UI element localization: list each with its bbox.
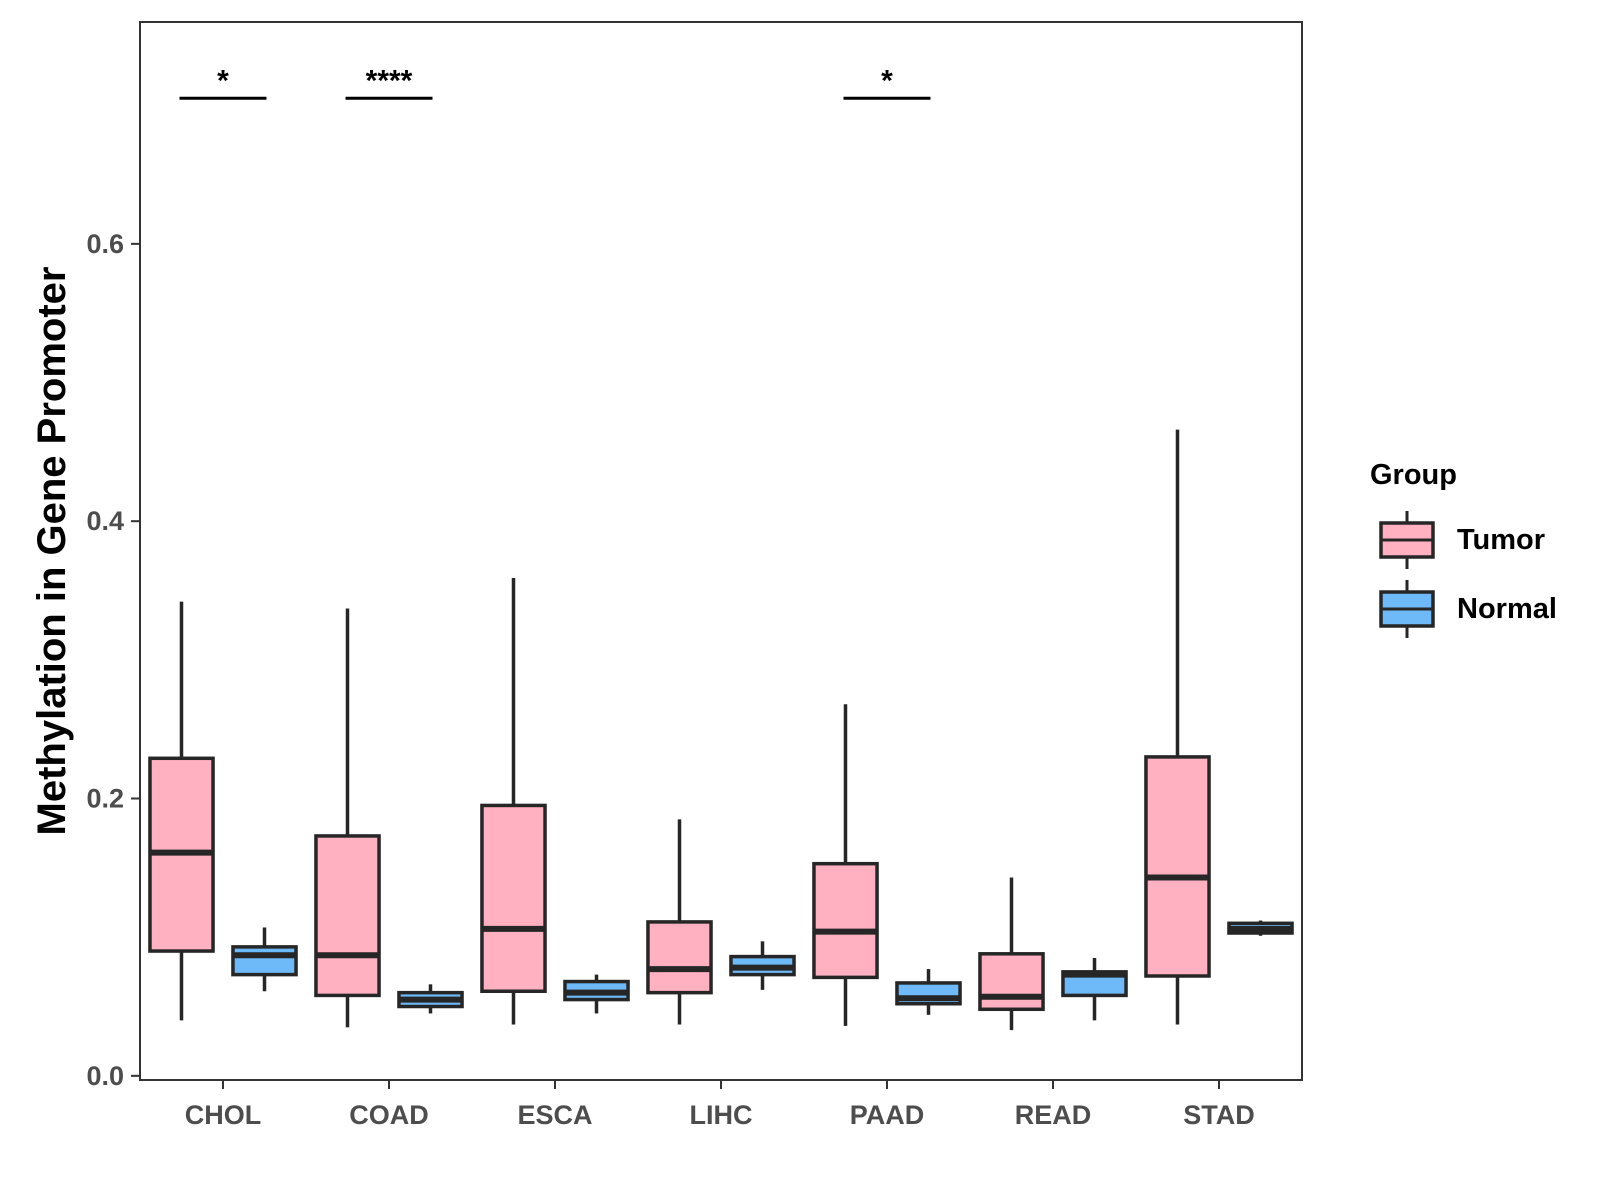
box-tumor-esca (480, 578, 547, 1025)
box-normal-lihc (729, 941, 796, 990)
significance-label: * (881, 64, 893, 97)
box-normal-paad (895, 969, 962, 1015)
significance-chol: * (179, 64, 267, 100)
y-tick-label: 0.6 (86, 229, 124, 259)
y-axis-title: Methylation in Gene Promoter (30, 267, 74, 836)
iqr-box (231, 945, 298, 977)
y-tick-label: 0.4 (86, 506, 124, 536)
x-axis: CHOL COAD ESCA LIHC PAAD READ STAD (185, 1080, 1255, 1130)
x-tick-label: ESCA (517, 1100, 592, 1130)
x-tick-label: PAAD (850, 1100, 925, 1130)
box-tumor-chol (148, 601, 215, 1021)
legend-label: Tumor (1457, 524, 1545, 556)
significance-label: **** (366, 64, 413, 97)
box-tumor-paad (812, 704, 879, 1026)
box-tumor-coad (314, 608, 381, 1028)
box-normal-coad (397, 984, 464, 1014)
box-tumor-stad (1144, 429, 1211, 1025)
iqr-box (646, 920, 713, 995)
box-tumor-read (978, 877, 1045, 1031)
boxes-layer (148, 429, 1294, 1031)
y-tick-label: 0.2 (86, 784, 124, 814)
box-normal-read (1061, 957, 1128, 1021)
box-normal-esca (563, 974, 630, 1014)
y-axis: 0.0 0.2 0.4 0.6 (86, 229, 140, 1091)
legend-item-normal: Normal (1379, 580, 1557, 638)
x-tick-label: STAD (1183, 1100, 1255, 1130)
legend: Group Tumor Normal (1370, 459, 1557, 638)
legend-label: Normal (1457, 593, 1557, 625)
x-tick-label: COAD (349, 1100, 429, 1130)
iqr-box (480, 803, 547, 994)
legend-item-tumor: Tumor (1379, 511, 1545, 569)
iqr-box (1144, 755, 1211, 978)
y-tick-label: 0.0 (86, 1061, 124, 1091)
box-tumor-lihc (646, 819, 713, 1025)
box-normal-chol (231, 927, 298, 992)
x-tick-label: CHOL (185, 1100, 262, 1130)
iqr-box (314, 834, 381, 998)
significance-coad: **** (345, 64, 433, 100)
x-tick-label: LIHC (690, 1100, 753, 1130)
significance-annotations: * **** * (179, 64, 931, 100)
significance-label: * (217, 64, 229, 97)
significance-paad: * (843, 64, 931, 100)
iqr-box (812, 861, 879, 980)
iqr-box (978, 952, 1045, 1012)
legend-title: Group (1370, 459, 1457, 491)
box-normal-stad (1227, 920, 1294, 936)
x-tick-label: READ (1015, 1100, 1092, 1130)
